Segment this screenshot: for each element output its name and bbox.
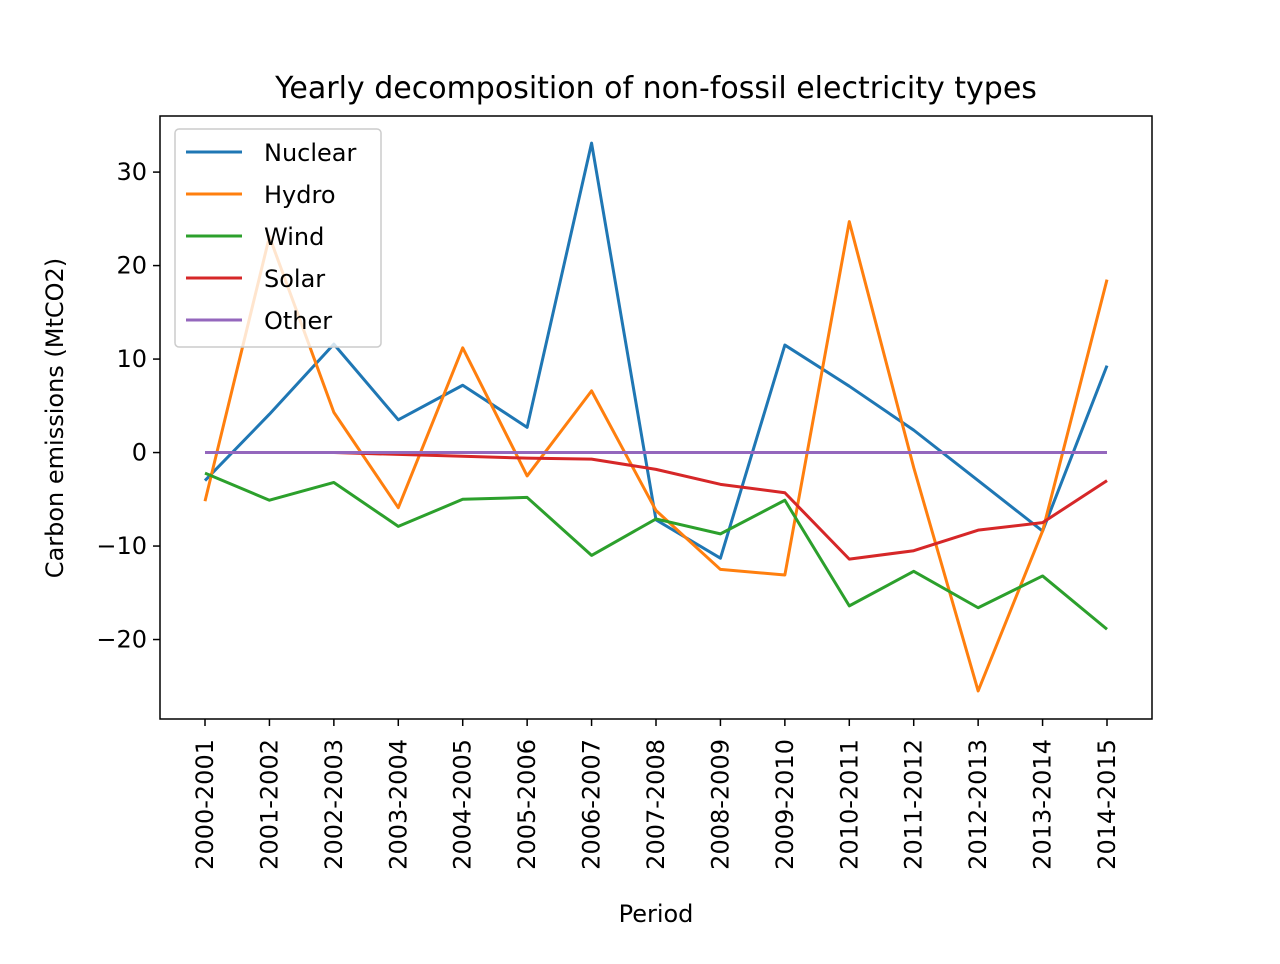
y-tick-label: −20	[96, 626, 147, 654]
y-tick-label: 0	[132, 439, 147, 467]
legend: Nuclear Hydro Wind Solar Other	[174, 128, 382, 348]
x-tick-label: 2008-2009	[706, 739, 734, 870]
chart-title: Yearly decomposition of non-fossil elect…	[274, 71, 1037, 106]
legend-label-hydro: Hydro	[264, 181, 336, 209]
legend-box	[174, 128, 382, 348]
x-tick-label: 2005-2006	[513, 739, 541, 870]
x-tick-label: 2006-2007	[578, 739, 606, 870]
x-tick-label: 2014-2015	[1093, 739, 1121, 870]
series-line-wind	[204, 471, 1108, 631]
y-tick-label: 20	[116, 252, 147, 280]
y-tick-label: −10	[96, 532, 147, 560]
plot-area: 30 20 10 0 −10 −20 2000-2001 2001-2002 2002-2003…	[96, 115, 1153, 870]
x-axis-label: Period	[619, 900, 694, 928]
y-axis-label: Carbon emissions (MtCO2)	[41, 258, 69, 578]
legend-label-solar: Solar	[264, 265, 325, 293]
x-tick-label: 2004-2005	[449, 739, 477, 870]
x-tick-label: 2003-2004	[384, 739, 412, 870]
x-tick-label: 2009-2010	[771, 739, 799, 870]
legend-label-wind: Wind	[264, 223, 324, 251]
x-tick-label: 2001-2002	[255, 739, 283, 870]
legend-label-other: Other	[264, 307, 332, 335]
x-tick-label: 2000-2001	[191, 739, 219, 870]
x-tick-label: 2012-2013	[964, 739, 992, 870]
x-tick-label: 2007-2008	[642, 739, 670, 870]
x-tick-label: 2010-2011	[835, 739, 863, 870]
y-tick-label: 10	[116, 345, 147, 373]
x-tick-label: 2002-2003	[320, 739, 348, 870]
x-tick-label: 2011-2012	[900, 739, 928, 870]
series-line-hydro	[203, 220, 1109, 693]
legend-label-nuclear: Nuclear	[264, 139, 357, 167]
x-tick-label: 2013-2014	[1029, 739, 1057, 870]
y-tick-label: 30	[116, 158, 147, 186]
